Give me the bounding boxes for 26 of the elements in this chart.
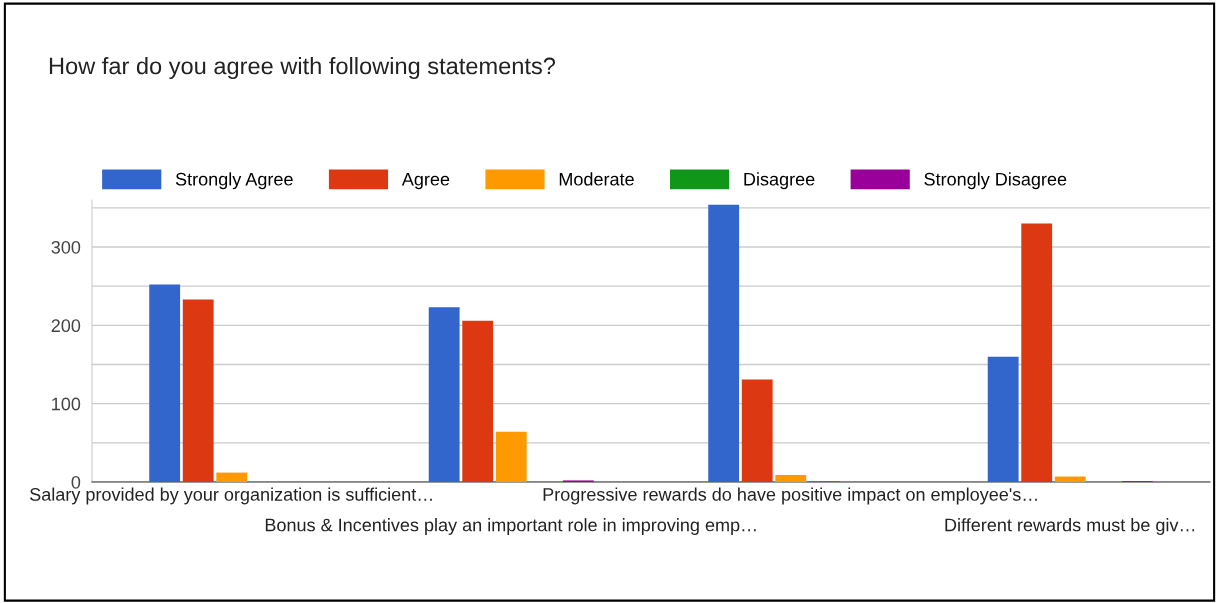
bar bbox=[775, 474, 807, 482]
bar bbox=[495, 431, 527, 482]
bar bbox=[182, 299, 214, 482]
y-tick-label: 200 bbox=[51, 319, 81, 333]
chart-title: How far do you agree with following statements? bbox=[49, 57, 556, 79]
legend-label: Strongly Disagree bbox=[924, 172, 1067, 190]
bar bbox=[1021, 223, 1053, 482]
legend-label: Strongly Agree bbox=[175, 172, 293, 190]
legend-label: Moderate bbox=[559, 172, 634, 186]
bar bbox=[741, 379, 773, 482]
bar bbox=[149, 284, 181, 482]
legend-label: Agree bbox=[401, 173, 450, 190]
x-tick-label: Salary provided by your organization is sufficient… bbox=[30, 487, 432, 505]
x-tick-label: Bonus & Incentives play an important role in improving emp… bbox=[265, 518, 756, 535]
bar bbox=[708, 204, 740, 482]
y-tick-label: 300 bbox=[51, 240, 81, 254]
bar bbox=[216, 472, 248, 482]
bar bbox=[428, 307, 460, 482]
bar bbox=[987, 356, 1019, 482]
x-tick-label: Different rewards must be giv… bbox=[945, 518, 1195, 535]
bar bbox=[462, 320, 494, 482]
x-tick-label: Progressive rewards do have positive impact on employee's… bbox=[543, 487, 1037, 505]
bar bbox=[1054, 476, 1086, 482]
legend-label: Disagree bbox=[744, 172, 815, 190]
y-tick-label: 100 bbox=[52, 397, 81, 411]
y-tick-label: 0 bbox=[71, 475, 81, 489]
